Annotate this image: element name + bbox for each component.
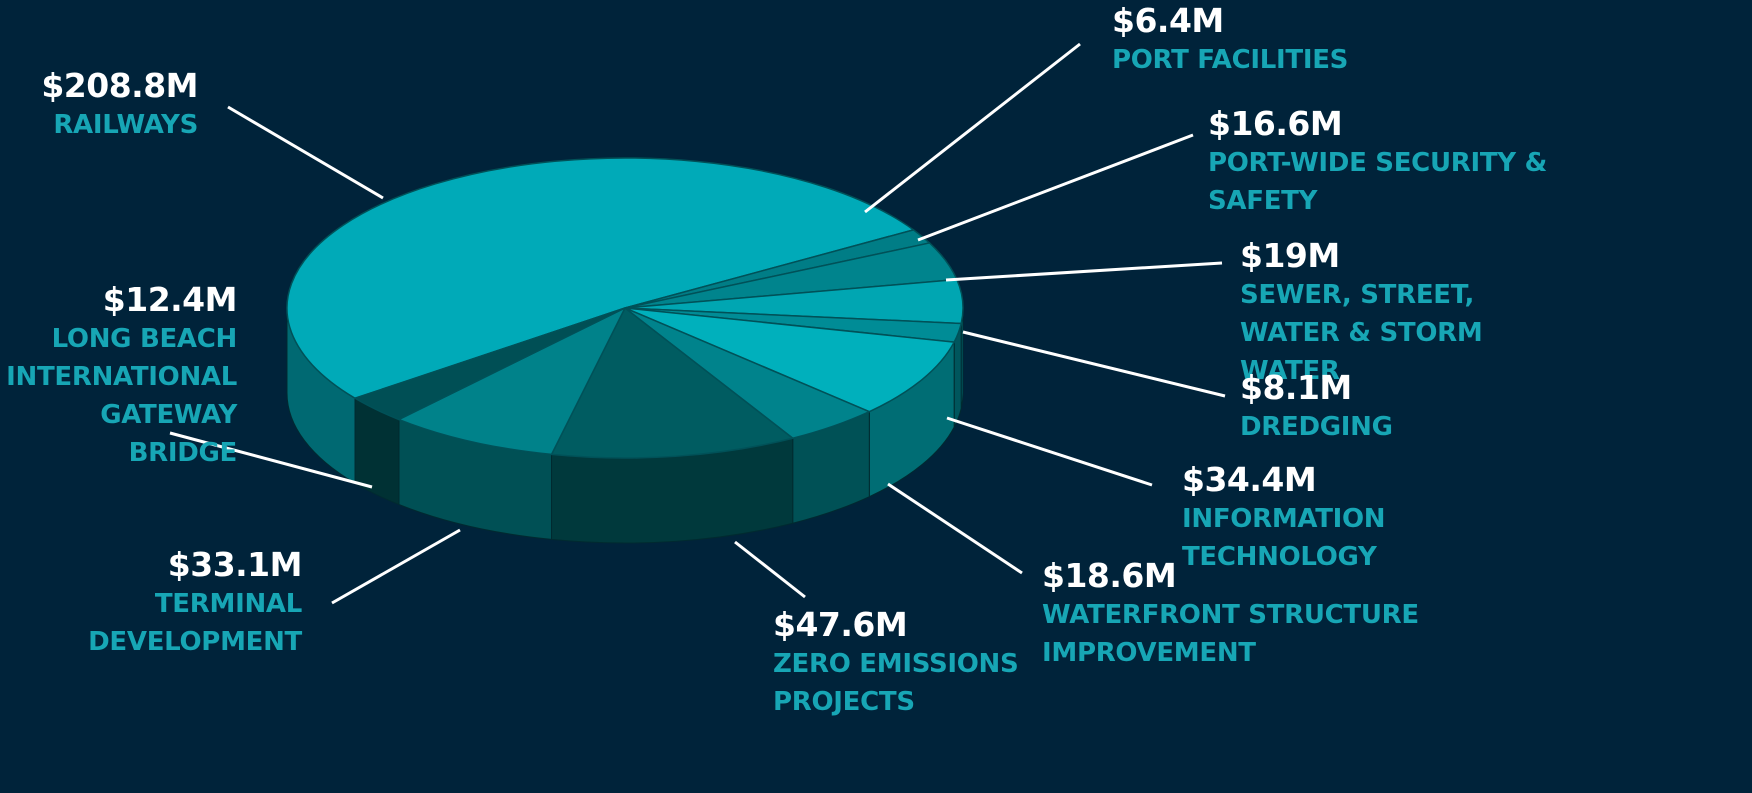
- slice-side: [355, 398, 399, 505]
- value-label: $34.4M: [1182, 460, 1317, 499]
- slice-label: $34.4M INFORMATION TECHNOLOGY: [1182, 460, 1582, 576]
- category-label: PORT-WIDE SECURITY & SAFETY: [1208, 148, 1547, 216]
- category-label: DREDGING: [1240, 412, 1393, 442]
- slice-side: [551, 438, 793, 543]
- leader-line: [962, 330, 1226, 398]
- value-label: $18.6M: [1042, 556, 1177, 595]
- leader-line: [864, 42, 1081, 214]
- leader-line: [169, 431, 373, 489]
- slice-label: $6.4M PORT FACILITIES: [1112, 1, 1412, 79]
- pie: [286, 157, 964, 544]
- category-label: INFORMATION TECHNOLOGY: [1182, 504, 1386, 572]
- leader-line: [945, 261, 1223, 282]
- slice-label: $19M SEWER, STREET, WATER & STORM WATER: [1240, 236, 1580, 390]
- category-label: RAILWAYS: [53, 110, 198, 140]
- leader-line: [734, 540, 806, 599]
- slice-label: $8.1M DREDGING: [1240, 368, 1540, 446]
- category-label: TERMINAL DEVELOPMENT: [88, 589, 302, 657]
- slice-label: $208.8M RAILWAYS: [0, 66, 198, 144]
- leader-line: [887, 482, 1023, 575]
- leader-line: [331, 528, 461, 605]
- slice-side: [954, 323, 962, 428]
- slice: [398, 307, 626, 456]
- category-label: LONG BEACH INTERNATIONAL GATEWAY BRIDGE: [6, 324, 237, 468]
- value-label: $19M: [1240, 236, 1340, 275]
- slice-label: $33.1M TERMINAL DEVELOPMENT: [72, 545, 302, 661]
- slice-label: $16.6M PORT-WIDE SECURITY & SAFETY: [1208, 104, 1548, 220]
- value-label: $8.1M: [1240, 368, 1352, 407]
- value-label: $12.4M: [102, 280, 238, 319]
- leader-line: [227, 105, 384, 200]
- slice-label: $12.4M LONG BEACH INTERNATIONAL GATEWAY B…: [0, 280, 237, 472]
- value-label: $208.8M: [41, 66, 198, 105]
- slice-label: $47.6M ZERO EMISSIONS PROJECTS: [773, 605, 1033, 721]
- slice: [354, 307, 626, 421]
- value-label: $47.6M: [773, 605, 908, 644]
- slice-side: [398, 419, 552, 540]
- category-label: WATERFRONT STRUCTURE IMPROVEMENT: [1042, 600, 1419, 668]
- slice-side: [792, 411, 870, 524]
- value-label: $16.6M: [1208, 104, 1343, 143]
- leader-line: [917, 133, 1194, 242]
- category-label: SEWER, STREET, WATER & STORM WATER: [1240, 280, 1483, 386]
- leader-lines: [169, 42, 1226, 605]
- category-label: PORT FACILITIES: [1112, 45, 1349, 75]
- slice-label: $18.6M WATERFRONT STRUCTURE IMPROVEMENT: [1042, 556, 1432, 672]
- slice: [624, 307, 955, 413]
- value-label: $33.1M: [167, 545, 303, 584]
- slice: [286, 157, 915, 400]
- slice: [550, 307, 794, 459]
- leader-line: [946, 416, 1153, 487]
- slice-side: [869, 342, 955, 497]
- value-label: $6.4M: [1112, 1, 1224, 40]
- category-label: ZERO EMISSIONS PROJECTS: [773, 649, 1019, 717]
